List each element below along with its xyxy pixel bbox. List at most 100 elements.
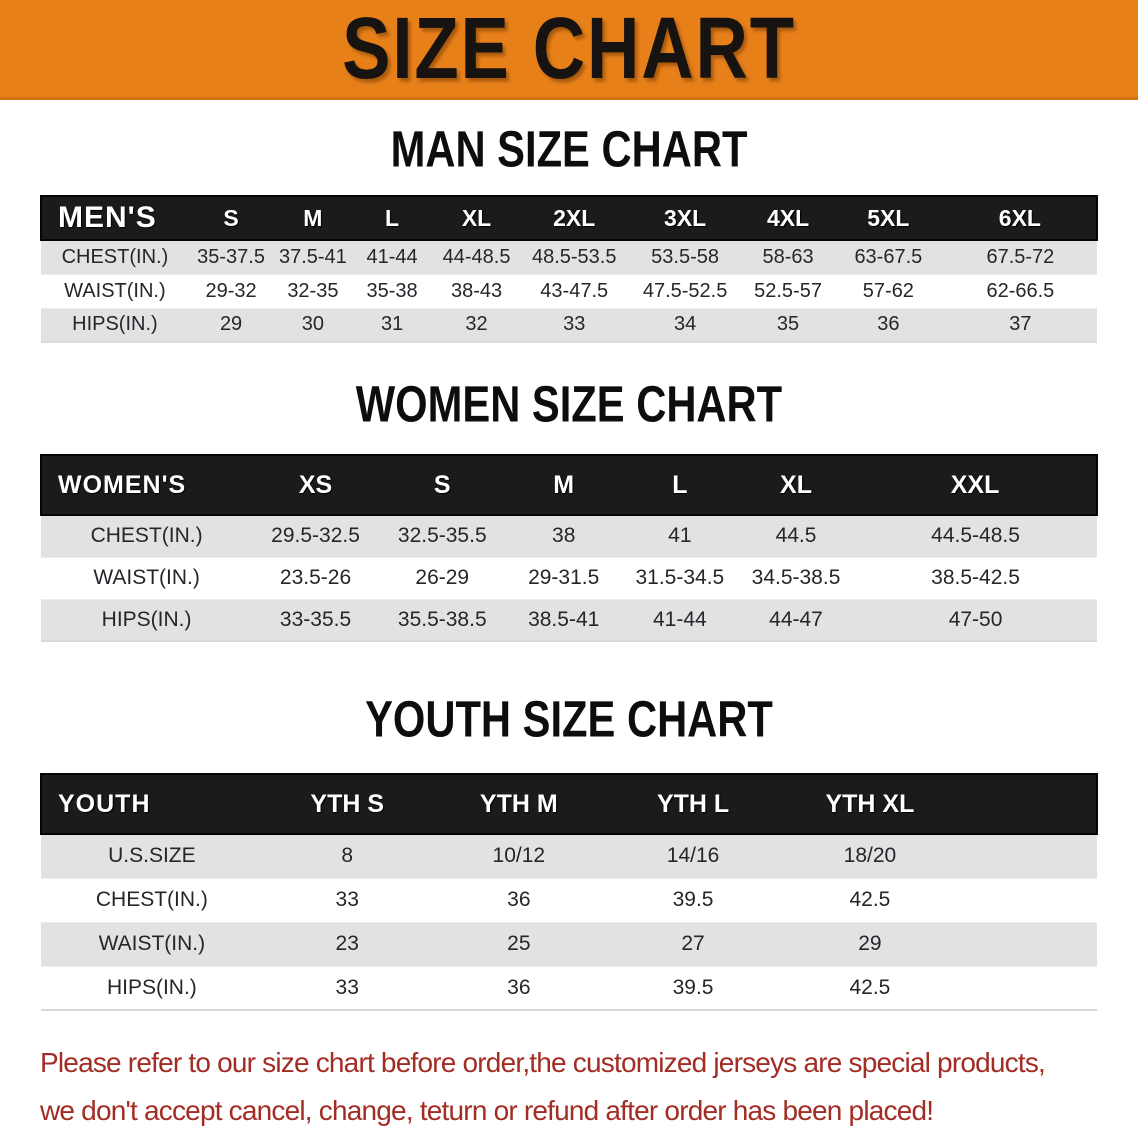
- size-cell: 31: [380, 313, 404, 336]
- table-row: CHEST(IN.) 35-37.5 37.5-41 41-44 44-48.5…: [41, 240, 1097, 274]
- table-row: CHEST(IN.) 29.5-32.5 32.5-35.5 38 41 44.…: [41, 515, 1097, 557]
- column-header: S: [433, 470, 451, 499]
- women-section-heading: WOMEN SIZE CHART: [355, 376, 783, 434]
- size-cell: 31.5-34.5: [635, 566, 725, 589]
- banner-title: SIZE CHART: [342, 0, 796, 98]
- column-header: YTH M: [479, 789, 558, 818]
- size-cell: 63-67.5: [854, 245, 923, 268]
- size-cell: 35-38: [366, 279, 418, 302]
- cell-spacer: [960, 966, 1097, 1010]
- size-cell: 38.5-41: [528, 607, 600, 631]
- size-cell: 62-66.5: [986, 279, 1055, 302]
- row-header: CHEST(IN.): [90, 524, 203, 548]
- table-row: WAIST(IN.) 23.5-26 26-29 29-31.5 31.5-34…: [41, 557, 1097, 599]
- size-cell: 33: [335, 975, 359, 999]
- size-cell: 37: [1009, 313, 1032, 336]
- column-header: XL: [780, 470, 812, 499]
- size-cell: 26-29: [415, 566, 470, 589]
- size-cell: 33: [563, 313, 586, 336]
- size-cell: 42.5: [849, 888, 891, 911]
- table-row: WAIST(IN.) 23 25 27 29: [41, 922, 1097, 966]
- header-spacer: [960, 774, 1097, 834]
- column-header: XL: [461, 204, 492, 231]
- size-cell: 38-43: [450, 279, 503, 302]
- size-cell: 41-44: [366, 245, 418, 268]
- size-cell: 30: [301, 313, 325, 336]
- women-section: WOMEN SIZE CHART WOMEN'S XS S M L XL XXL: [0, 377, 1138, 642]
- youth-header-row: YOUTH YTH S YTH M YTH L YTH XL: [41, 774, 1097, 834]
- youth-section-heading: YOUTH SIZE CHART: [365, 691, 773, 749]
- size-cell: 36: [877, 313, 900, 336]
- row-header: U.S.SIZE: [108, 844, 196, 868]
- size-cell: 8: [341, 844, 354, 868]
- size-cell: 35.5-38.5: [397, 607, 487, 631]
- size-cell: 34: [673, 313, 697, 336]
- size-cell: 42.5: [849, 975, 891, 999]
- size-cell: 29: [858, 932, 882, 955]
- size-cell: 47-50: [948, 607, 1003, 631]
- size-cell: 38: [552, 524, 576, 548]
- table-row: WAIST(IN.) 29-32 32-35 35-38 38-43 43-47…: [41, 274, 1097, 308]
- size-cell: 67.5-72: [986, 245, 1055, 268]
- women-header-row: WOMEN'S XS S M L XL XXL: [41, 455, 1097, 515]
- row-header: WAIST(IN.): [64, 279, 166, 302]
- column-header: L: [385, 204, 400, 231]
- size-cell: 48.5-53.5: [531, 245, 617, 268]
- column-header: XS: [298, 470, 333, 499]
- row-header: CHEST(IN.): [95, 888, 208, 911]
- size-cell: 41: [668, 524, 692, 548]
- size-cell: 33-35.5: [279, 607, 352, 631]
- row-header: HIPS(IN.): [106, 975, 197, 999]
- size-cell: 23: [335, 932, 359, 955]
- women-table-label: WOMEN'S: [58, 470, 187, 499]
- column-header: L: [672, 470, 688, 499]
- table-row: HIPS(IN.) 33-35.5 35.5-38.5 38.5-41 41-4…: [41, 599, 1097, 641]
- men-size-table: MEN'S S M L XL 2XL 3XL 4XL 5XL 6XL CHEST…: [40, 195, 1098, 343]
- size-cell: 32.5-35.5: [397, 524, 487, 548]
- men-table-label: MEN'S: [58, 201, 157, 234]
- notice-line-2: we don't accept cancel, change, teturn o…: [40, 1095, 934, 1126]
- size-cell: 29.5-32.5: [271, 524, 360, 548]
- column-header: 2XL: [553, 204, 596, 231]
- size-cell: 38.5-42.5: [931, 566, 1020, 589]
- column-header: M: [553, 470, 575, 499]
- column-header: 6XL: [998, 204, 1041, 231]
- youth-table-label: YOUTH: [58, 789, 151, 818]
- size-cell: 36: [507, 975, 531, 999]
- row-header: WAIST(IN.): [93, 566, 200, 589]
- size-cell: 29: [219, 313, 243, 336]
- size-cell: 25: [507, 932, 531, 955]
- size-cell: 27: [681, 932, 705, 955]
- column-header: M: [303, 204, 323, 231]
- column-header: YTH XL: [825, 789, 915, 818]
- women-size-table: WOMEN'S XS S M L XL XXL CHEST(IN.) 29.5-…: [40, 454, 1098, 642]
- row-header: HIPS(IN.): [72, 313, 158, 336]
- column-header: S: [223, 204, 239, 231]
- size-cell: 32-35: [287, 279, 339, 302]
- column-header: 5XL: [867, 204, 910, 231]
- men-header-row: MEN'S S M L XL 2XL 3XL 4XL 5XL 6XL: [41, 196, 1097, 240]
- table-row: HIPS(IN.) 29 30 31 32 33 34 35 36 37: [41, 308, 1097, 342]
- size-cell: 39.5: [672, 888, 714, 911]
- size-cell: 53.5-58: [651, 245, 720, 268]
- column-header: 3XL: [664, 204, 707, 231]
- size-cell: 52.5-57: [754, 279, 822, 302]
- size-cell: 44.5-48.5: [931, 524, 1020, 548]
- cell-spacer: [960, 834, 1097, 878]
- table-row: HIPS(IN.) 33 36 39.5 42.5: [41, 966, 1097, 1010]
- size-cell: 47.5-52.5: [642, 279, 728, 302]
- size-cell: 39.5: [672, 975, 714, 999]
- size-cell: 33: [335, 888, 359, 911]
- size-cell: 23.5-26: [279, 566, 352, 589]
- size-cell: 10/12: [492, 844, 546, 868]
- size-cell: 36: [507, 888, 531, 911]
- banner: SIZE CHART: [0, 0, 1138, 100]
- men-section: MAN SIZE CHART MEN'S S M L XL 2XL 3XL 4X…: [0, 122, 1138, 343]
- size-cell: 57-62: [862, 279, 914, 302]
- order-notice: Please refer to our size chart before or…: [40, 1039, 1138, 1132]
- size-cell: 43-47.5: [540, 279, 609, 302]
- size-cell: 35: [776, 313, 800, 336]
- youth-section: YOUTH SIZE CHART YOUTH YTH S YTH M YTH L…: [0, 692, 1138, 1011]
- column-header: YTH L: [656, 789, 730, 818]
